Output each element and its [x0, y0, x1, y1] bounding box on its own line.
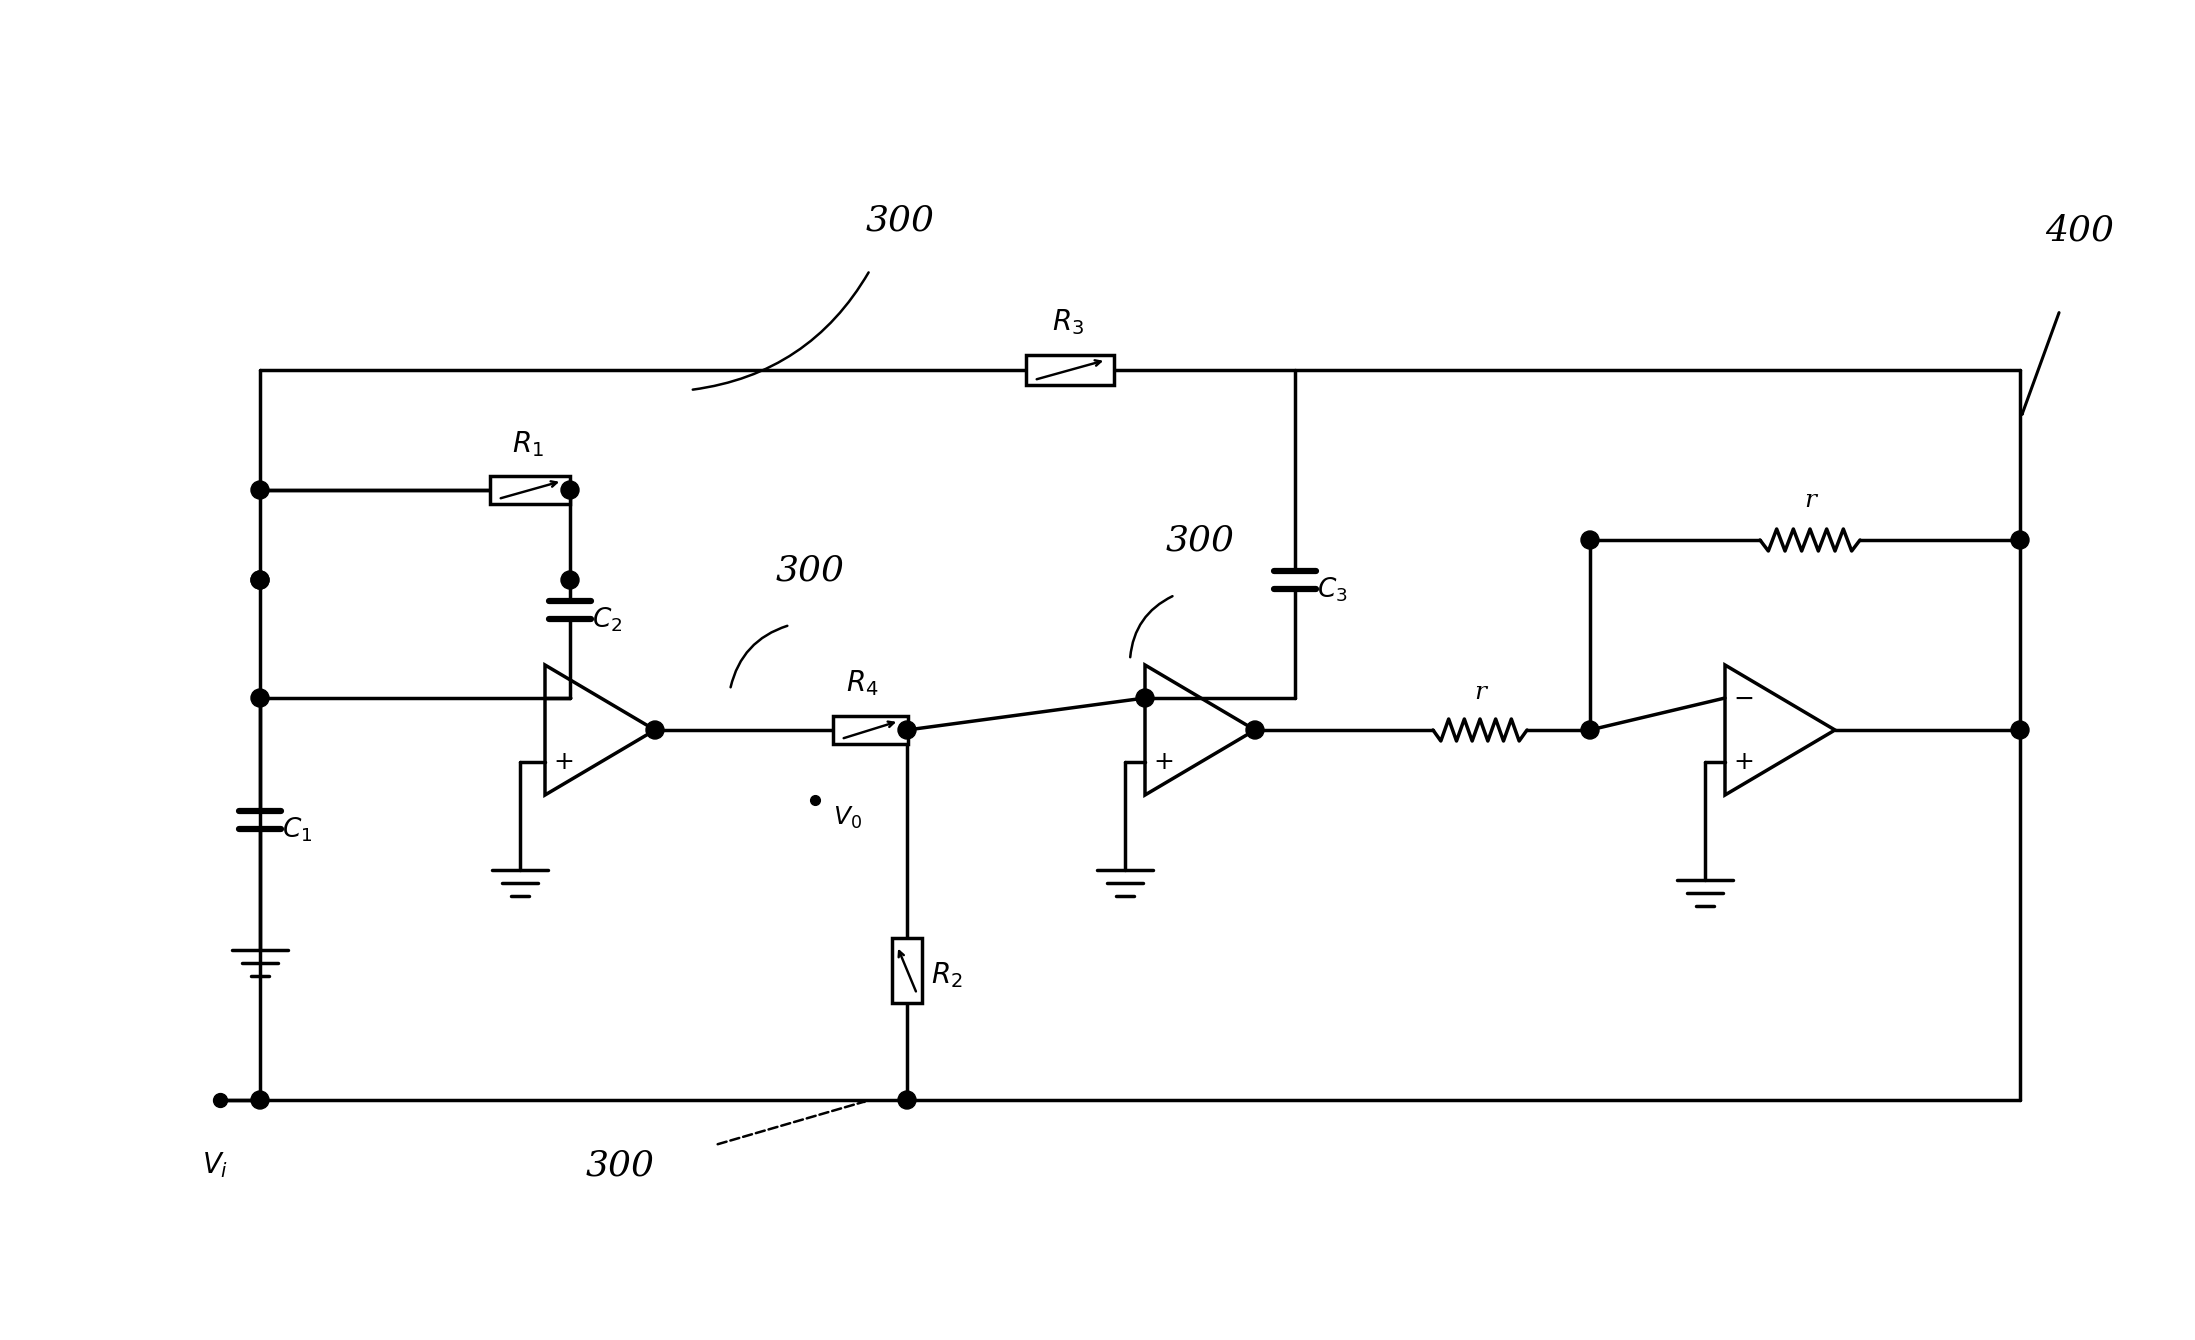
Text: 300: 300 [586, 1148, 654, 1182]
FancyArrowPatch shape [694, 272, 869, 390]
Text: $-$: $-$ [1152, 686, 1172, 710]
Circle shape [898, 721, 915, 738]
Circle shape [898, 1091, 915, 1110]
Text: 300: 300 [775, 553, 845, 587]
Circle shape [250, 689, 270, 708]
Text: $V_0$: $V_0$ [832, 805, 863, 831]
Text: $C_1$: $C_1$ [281, 816, 312, 844]
Bar [891, 938, 922, 1004]
Circle shape [250, 571, 270, 590]
Text: r: r [1804, 489, 1815, 512]
FancyArrowPatch shape [1130, 596, 1172, 657]
Text: $R_4$: $R_4$ [845, 669, 878, 698]
FancyArrowPatch shape [731, 626, 788, 687]
Bar [489, 476, 571, 504]
Text: $R_2$: $R_2$ [931, 959, 964, 990]
Circle shape [2011, 531, 2028, 549]
Circle shape [562, 481, 579, 498]
Text: $C_3$: $C_3$ [1317, 576, 1348, 604]
Circle shape [1247, 721, 1264, 738]
Text: $+$: $+$ [553, 750, 573, 775]
Text: $+$: $+$ [1732, 750, 1754, 775]
Circle shape [1580, 721, 1598, 738]
Text: $-$: $-$ [1732, 686, 1754, 710]
Text: $R_3$: $R_3$ [1051, 307, 1084, 336]
Bar [832, 716, 909, 744]
Text: 300: 300 [1166, 523, 1234, 557]
Text: $R_1$: $R_1$ [511, 429, 544, 458]
Bar [1025, 355, 1115, 385]
Circle shape [250, 1091, 270, 1110]
Text: $V_i$: $V_i$ [202, 1150, 228, 1181]
Text: 400: 400 [2046, 213, 2114, 247]
Circle shape [250, 481, 270, 498]
Circle shape [645, 721, 665, 738]
Text: r: r [1475, 681, 1486, 704]
Circle shape [2011, 721, 2028, 738]
Text: $C_2$: $C_2$ [593, 606, 623, 634]
Text: $+$: $+$ [1152, 750, 1172, 775]
FancyArrowPatch shape [2022, 312, 2059, 414]
Circle shape [562, 571, 579, 590]
FancyArrowPatch shape [718, 1101, 865, 1144]
Circle shape [1137, 689, 1155, 708]
Circle shape [1580, 531, 1598, 549]
Circle shape [250, 571, 270, 590]
Text: $-$: $-$ [553, 686, 573, 710]
Text: 300: 300 [865, 202, 935, 237]
